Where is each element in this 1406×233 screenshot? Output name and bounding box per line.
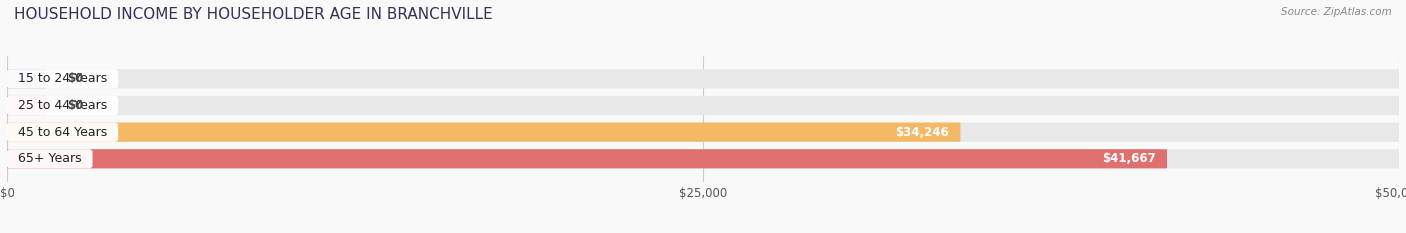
FancyBboxPatch shape xyxy=(7,69,46,89)
FancyBboxPatch shape xyxy=(7,69,1399,89)
Text: 45 to 64 Years: 45 to 64 Years xyxy=(10,126,115,139)
FancyBboxPatch shape xyxy=(7,149,1167,168)
Text: 25 to 44 Years: 25 to 44 Years xyxy=(10,99,115,112)
Text: $34,246: $34,246 xyxy=(896,126,949,139)
FancyBboxPatch shape xyxy=(7,149,1399,168)
Text: $41,667: $41,667 xyxy=(1102,152,1156,165)
Text: $0: $0 xyxy=(67,72,83,85)
FancyBboxPatch shape xyxy=(7,96,46,115)
Text: HOUSEHOLD INCOME BY HOUSEHOLDER AGE IN BRANCHVILLE: HOUSEHOLD INCOME BY HOUSEHOLDER AGE IN B… xyxy=(14,7,494,22)
Text: 65+ Years: 65+ Years xyxy=(10,152,90,165)
Text: 15 to 24 Years: 15 to 24 Years xyxy=(10,72,115,85)
Text: Source: ZipAtlas.com: Source: ZipAtlas.com xyxy=(1281,7,1392,17)
FancyBboxPatch shape xyxy=(7,96,1399,115)
Text: $0: $0 xyxy=(67,99,83,112)
FancyBboxPatch shape xyxy=(7,123,960,142)
FancyBboxPatch shape xyxy=(7,123,1399,142)
